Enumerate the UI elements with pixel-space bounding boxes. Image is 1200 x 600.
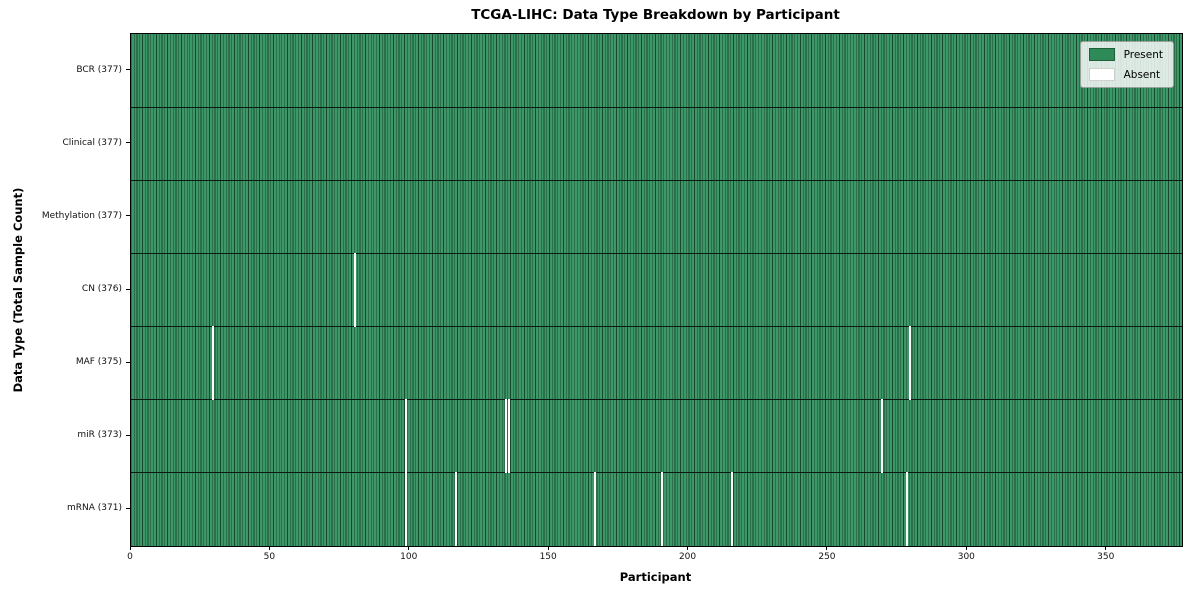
y-tick-mark	[126, 361, 130, 363]
absent-cell-mrna-215	[730, 472, 733, 547]
legend-item-present: Present	[1088, 48, 1163, 61]
x-tick-label: 50	[263, 552, 276, 562]
absent-cell-maf-29	[212, 325, 215, 401]
y-tick-label: BCR (377)	[76, 64, 122, 75]
absent-cell-mrna-166	[594, 472, 597, 547]
row-divider	[131, 252, 1182, 254]
heatmap-row-cn	[131, 253, 1182, 327]
x-tick-mark	[129, 546, 131, 550]
x-tick-mark	[1105, 546, 1107, 550]
heatmap-row-maf	[131, 326, 1182, 400]
x-tick-mark	[687, 546, 689, 550]
absent-cell-mrna-98	[404, 472, 407, 547]
y-tick-mark	[126, 69, 130, 71]
row-divider	[131, 179, 1182, 181]
y-tick-label: mRNA (371)	[67, 503, 122, 514]
x-tick-mark	[826, 546, 828, 550]
x-tick-label: 200	[678, 552, 697, 562]
absent-cell-maf-279	[909, 325, 912, 401]
heatmap-row-bcr	[131, 34, 1182, 108]
x-tick-mark	[268, 546, 270, 550]
absent-cell-mir-134	[504, 399, 507, 474]
y-tick-label: miR (373)	[77, 430, 122, 441]
absent-cell-mir-269	[881, 399, 884, 474]
heatmap-row-mrna	[131, 472, 1182, 546]
legend-absent-swatch	[1088, 68, 1115, 81]
absent-cell-mrna-278	[906, 472, 909, 547]
x-tick-mark	[547, 546, 549, 550]
x-tick-label: 350	[1097, 552, 1115, 562]
y-tick-label: MAF (375)	[75, 357, 122, 368]
x-tick-label: 300	[957, 552, 975, 562]
legend: Present Absent	[1079, 41, 1174, 88]
y-tick-label: CN (376)	[81, 284, 122, 294]
row-divider	[131, 472, 1182, 474]
y-tick-label: Methylation (377)	[41, 210, 122, 221]
chart-title: TCGA-LIHC: Data Type Breakdown by Partic…	[471, 7, 840, 23]
y-tick-mark	[126, 142, 130, 144]
y-tick-label: Clinical (377)	[62, 137, 122, 148]
x-axis-label: Participant	[619, 570, 692, 584]
heatmap-row-mir	[131, 399, 1182, 473]
row-divider	[131, 106, 1182, 108]
row-divider	[131, 326, 1182, 328]
row-divider	[131, 399, 1182, 401]
legend-present-swatch	[1088, 48, 1115, 61]
legend-present-label: Present	[1123, 48, 1163, 61]
plot-area: Present Absent	[130, 33, 1183, 547]
x-tick-label: 0	[127, 552, 133, 562]
x-tick-label: 250	[818, 552, 836, 562]
x-tick-mark	[408, 546, 410, 550]
y-tick-mark	[126, 507, 130, 509]
x-tick-label: 150	[539, 552, 557, 562]
x-tick-label: 100	[400, 552, 418, 562]
absent-cell-cn-80	[354, 252, 357, 328]
absent-cell-mir-98	[404, 399, 407, 474]
heatmap-row-clinical	[131, 107, 1182, 181]
legend-absent-label: Absent	[1123, 68, 1161, 81]
absent-cell-mrna-116	[454, 472, 457, 547]
y-tick-mark	[126, 434, 130, 436]
y-tick-mark	[126, 215, 130, 217]
absent-cell-mrna-190	[660, 472, 664, 547]
legend-item-absent: Absent	[1088, 68, 1163, 81]
x-tick-mark	[965, 546, 967, 550]
y-tick-mark	[126, 288, 130, 290]
heatmap-row-methylation	[131, 180, 1182, 254]
absent-cell-mir-135	[507, 399, 510, 474]
